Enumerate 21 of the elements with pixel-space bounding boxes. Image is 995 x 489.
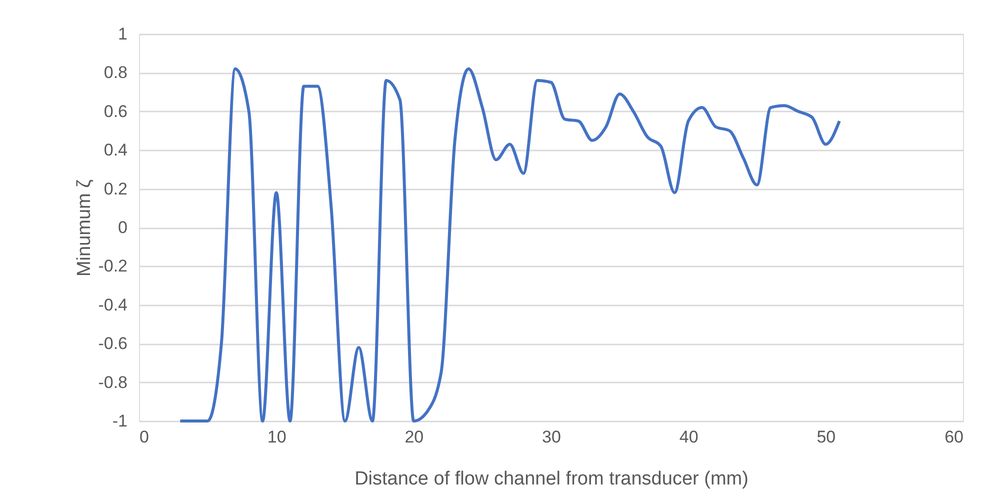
y-tick-label: 0.4 (104, 140, 128, 160)
line-series (178, 67, 841, 422)
x-tick-label: 30 (542, 428, 561, 446)
y-tick-label: 0.2 (104, 179, 128, 198)
y-tick-label: 0.8 (104, 63, 128, 82)
y-tick-label: 0 (118, 218, 128, 237)
x-axis-title: Distance of flow channel from transducer (mm) (354, 468, 748, 489)
y-tick-label: -0.6 (98, 334, 128, 354)
y-tick-label: -0.8 (98, 372, 128, 392)
x-tick-label: 60 (944, 428, 964, 446)
y-tick-label: 1 (118, 24, 128, 44)
y-tick-label: -0.2 (98, 256, 128, 276)
y-axis-title: Minumum ζ (74, 178, 96, 277)
x-tick-label: 20 (404, 428, 424, 446)
x-tick-label: 0 (140, 428, 149, 446)
x-tick-label: 40 (679, 428, 698, 446)
x-tick-label: 10 (267, 428, 286, 446)
x-tick-label: 50 (816, 428, 836, 446)
y-tick-label: -0.4 (98, 295, 128, 314)
y-tick-label: -1 (112, 412, 128, 430)
y-tick-label: 0.6 (104, 102, 128, 121)
